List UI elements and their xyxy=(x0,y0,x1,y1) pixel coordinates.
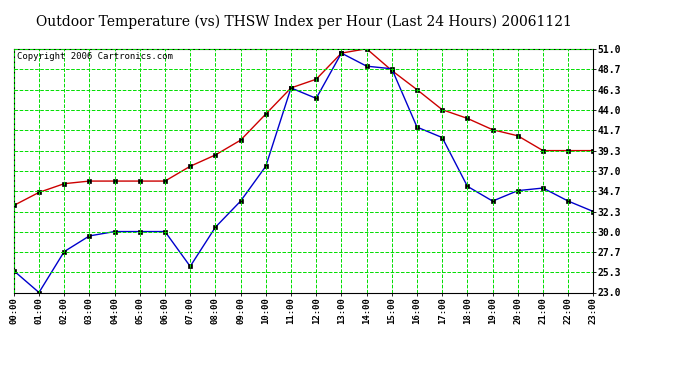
Text: Outdoor Temperature (vs) THSW Index per Hour (Last 24 Hours) 20061121: Outdoor Temperature (vs) THSW Index per … xyxy=(36,15,571,29)
Text: Copyright 2006 Cartronics.com: Copyright 2006 Cartronics.com xyxy=(17,53,172,62)
